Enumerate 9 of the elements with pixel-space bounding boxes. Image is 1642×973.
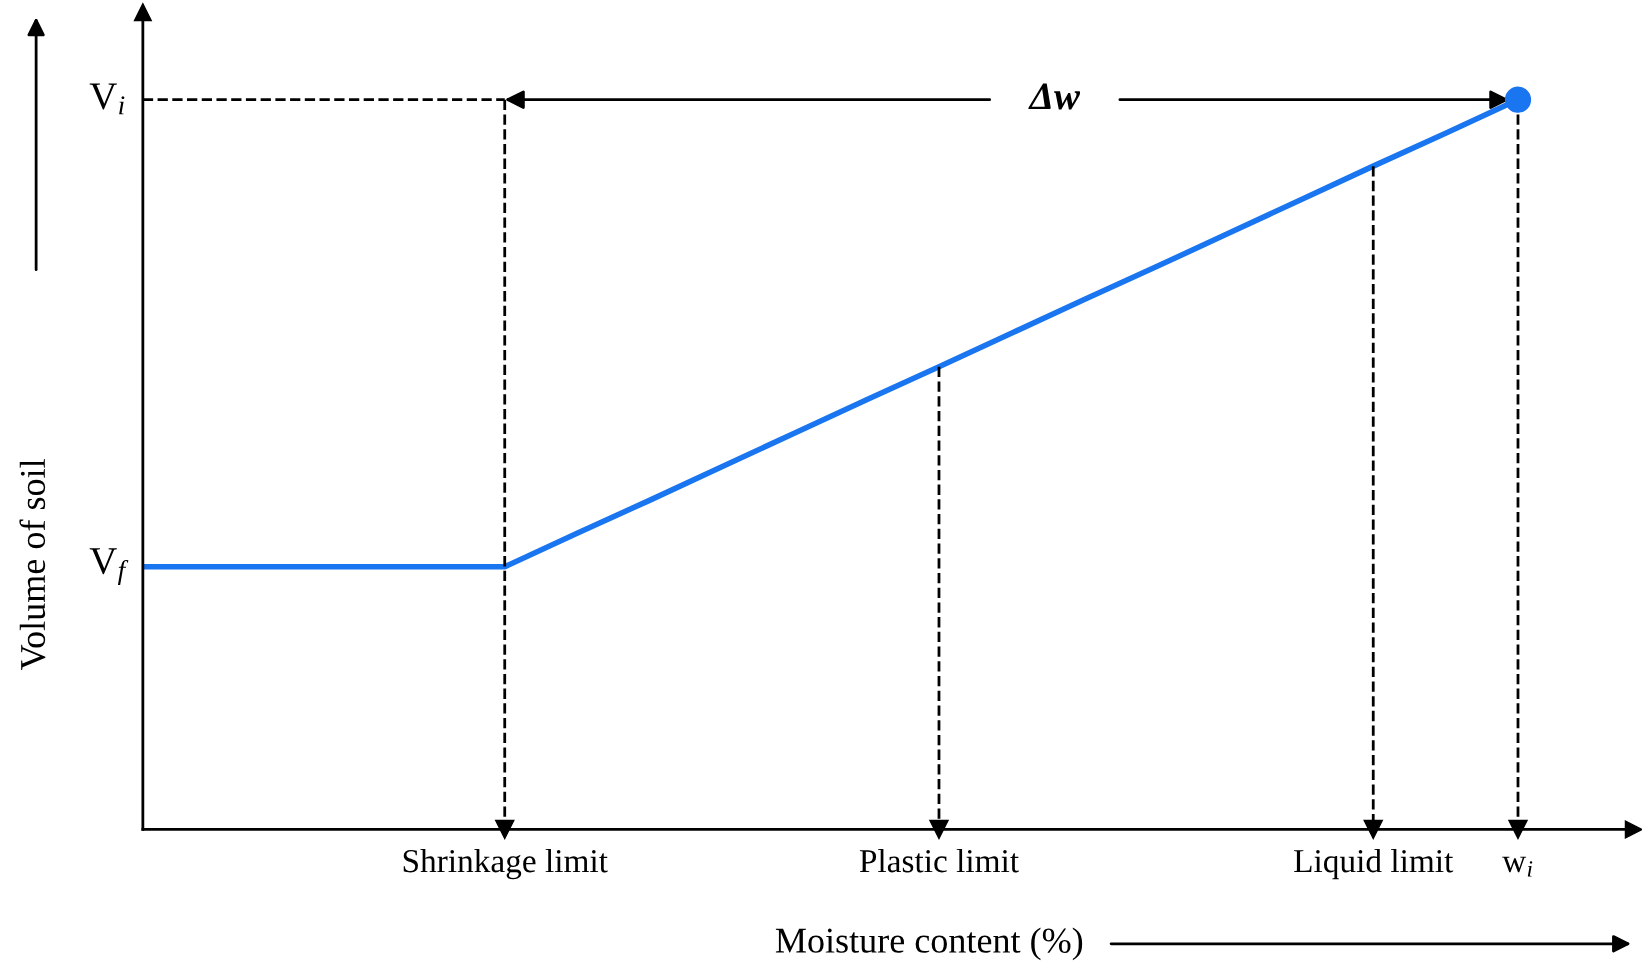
annotation: Δw xyxy=(1028,83,1081,110)
ref-line-label: V$_{i}$ xyxy=(89,83,125,115)
text: V$_{f}$ xyxy=(89,548,129,585)
x-tick-label: Shrinkage limit xyxy=(403,848,608,880)
x-tick-label: w$_{i}$ xyxy=(1502,856,1533,877)
x-tick-label: Liquid limit xyxy=(1294,848,1454,880)
y-axis-title: Volume of soil xyxy=(19,459,46,670)
x-axis-title: Moisture content (%) xyxy=(775,927,1083,961)
x-tick-label: Plastic limit xyxy=(859,848,1019,873)
